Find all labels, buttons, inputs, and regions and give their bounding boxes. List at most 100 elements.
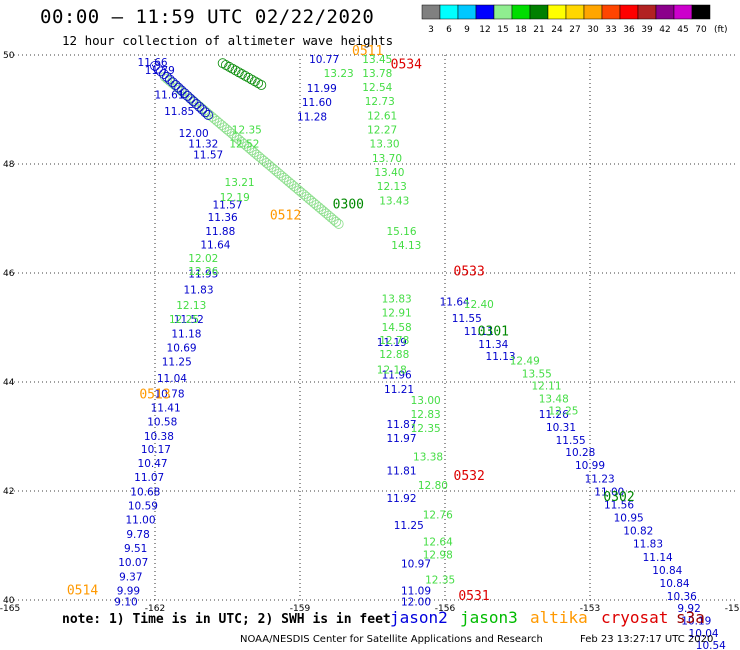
wave-height-value: 12.02 (188, 253, 218, 265)
wave-height-value: 13.30 (370, 139, 400, 151)
wave-height-value: 10.36 (667, 591, 697, 603)
satellite-name: jason3 (460, 608, 518, 627)
y-tick-label: 40 (3, 596, 15, 606)
wave-height-value: 10.31 (546, 422, 576, 434)
wave-height-value: 9.78 (126, 529, 149, 541)
wave-height-value: 10.95 (614, 513, 644, 525)
wave-height-value: 13.55 (522, 369, 552, 381)
wave-height-value: 11.99 (307, 83, 337, 95)
wave-height-value: 13.43 (379, 195, 409, 207)
wave-height-value: 12.11 (531, 381, 561, 393)
color-bin-label: 27 (569, 25, 580, 35)
wave-height-value: 11.64 (200, 239, 230, 251)
track-swath-mark (240, 70, 251, 81)
wave-height-value: 12.91 (382, 308, 412, 320)
track-swath-mark (164, 74, 175, 85)
wave-height-value: 10.07 (118, 557, 148, 569)
wave-height-value: 10.78 (154, 388, 184, 400)
wave-height-value: 13.48 (539, 394, 569, 406)
track-swath-mark (243, 72, 254, 83)
x-tick-label: -153 (580, 604, 600, 614)
wave-height-value: 10.99 (575, 460, 605, 472)
wave-height-value: 12.76 (423, 509, 453, 521)
wave-height-value: 12.40 (464, 299, 494, 311)
wave-height-value: 11.28 (297, 111, 327, 123)
wave-height-value: 12.73 (365, 96, 395, 108)
wave-height-value: 11.13 (486, 351, 516, 363)
color-bin-label: 18 (515, 25, 527, 35)
track-swath-mark (173, 82, 184, 93)
wave-height-value: 11.00 (125, 515, 155, 527)
wave-height-value: 11.95 (188, 268, 218, 280)
wave-height-value: 13.40 (374, 167, 404, 179)
pass-time-label: 0300 (333, 198, 364, 213)
satellite-name: s3a (676, 608, 705, 627)
track-swath-mark (217, 58, 228, 69)
wave-height-value: 9.51 (124, 543, 147, 555)
track-swath-mark (156, 66, 166, 77)
track-swath-mark (200, 107, 211, 118)
wave-height-value: 12.25 (548, 406, 578, 418)
track-swath-mark (191, 99, 202, 109)
pass-time-label: 0531 (458, 589, 489, 604)
wave-height-value: 10.28 (565, 447, 595, 459)
footer-timestamp: Feb 23 13:27:17 UTC 2020 (580, 634, 714, 645)
satellite-legend-jason2: jason2 (390, 608, 448, 627)
wave-height-value: 13.21 (225, 177, 255, 189)
wave-height-value: 13.38 (413, 451, 443, 463)
wave-height-value: 10.82 (623, 526, 653, 538)
wave-height-value: 11.56 (604, 499, 634, 511)
color-bin-label: 24 (551, 25, 563, 35)
wave-height-value: 10.68 (130, 486, 160, 498)
satellite-name: cryosat (601, 608, 669, 627)
wave-height-value: 11.21 (384, 384, 414, 396)
wave-height-value: 11.55 (452, 313, 482, 325)
wave-height-value: 12.35 (232, 124, 262, 136)
color-bin-label: 42 (659, 25, 670, 35)
track-swath-mark (182, 90, 193, 101)
wave-height-value: 10.17 (141, 444, 171, 456)
color-bin-label: 15 (497, 25, 508, 35)
pass-time-label: 0511 (352, 44, 383, 59)
wave-height-value: 13.70 (372, 153, 402, 165)
wave-height-value: 12.61 (367, 110, 397, 122)
color-scale-unit: (ft) (714, 25, 728, 35)
wave-height-value: 9.92 (677, 603, 700, 615)
wave-height-value: 9.37 (119, 571, 142, 583)
color-bin-label: 12 (479, 25, 490, 35)
wave-height-value: 11.87 (386, 419, 416, 431)
wave-height-value: 11.92 (386, 493, 416, 505)
wave-height-value: 10.59 (128, 501, 158, 513)
track-swath-mark (158, 69, 169, 79)
wave-height-value: 11.34 (478, 339, 508, 351)
wave-height-value: 11.57 (212, 200, 242, 212)
y-tick-label: 46 (3, 269, 15, 279)
wave-height-value: 11.25 (394, 520, 424, 532)
wave-height-value: 13.78 (362, 68, 392, 80)
wave-height-value: 12.64 (423, 537, 453, 549)
x-tick-label: -162 (145, 604, 165, 614)
color-bin-label: 30 (587, 25, 599, 35)
color-bin-label: 6 (446, 25, 452, 35)
satellite-legend-altika: altika (530, 608, 588, 627)
wave-height-value: 11.55 (556, 435, 586, 447)
wave-height-value: 11.81 (386, 466, 416, 478)
wave-height-value: 9.10 (114, 596, 137, 608)
wave-height-value: 10.58 (147, 417, 177, 429)
track-swath-mark (331, 216, 342, 227)
color-bin-label: 36 (623, 25, 635, 35)
track-swath-mark (176, 85, 187, 96)
wave-height-value: 12.78 (379, 335, 409, 347)
wave-height-value: 12.26 (188, 266, 218, 278)
satellite-legend-cryosat: cryosat (601, 608, 668, 627)
track-swath-mark (153, 63, 163, 74)
wave-height-value: 12.83 (411, 409, 441, 421)
y-tick-label: 42 (3, 487, 14, 497)
wave-height-value: 10.38 (144, 431, 174, 443)
wave-height-value: 11.23 (585, 473, 615, 485)
track-swath-mark (220, 60, 231, 70)
wave-height-value: 10.47 (138, 458, 168, 470)
wave-height-value: 10.77 (309, 54, 339, 66)
y-tick-label: 48 (3, 160, 15, 170)
pass-time-label: 0514 (67, 584, 98, 599)
